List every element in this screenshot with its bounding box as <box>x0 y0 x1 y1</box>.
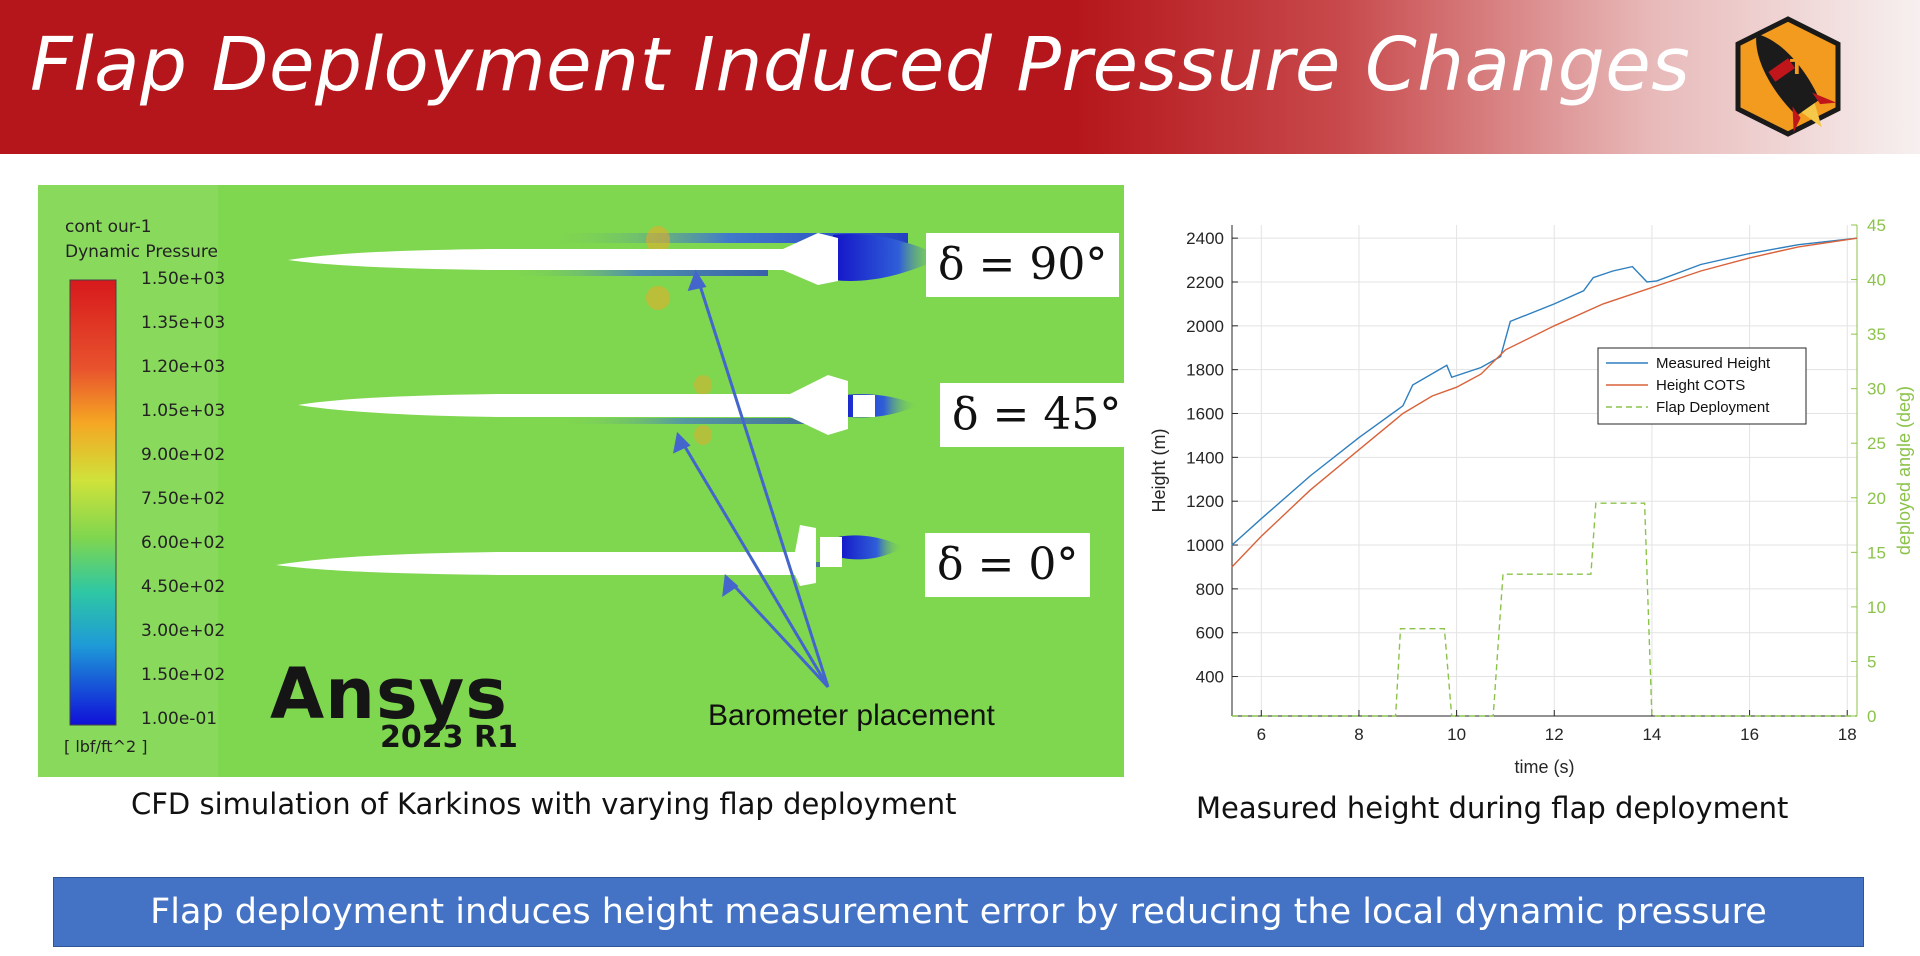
slide-title: Flap Deployment Induced Pressure Changes <box>30 22 1691 108</box>
series-line-height-cots <box>1231 237 1858 568</box>
y-tick-label: 2400 <box>1186 229 1224 248</box>
delta-label-45: δ = 45° <box>940 383 1124 447</box>
y-tick-label: 600 <box>1196 624 1224 643</box>
y-tick-label: 1400 <box>1186 448 1224 467</box>
colorbar-tick: 1.35e+03 <box>141 313 226 333</box>
y-tick-label: 1600 <box>1186 405 1224 424</box>
colorbar-tick: 4.50e+02 <box>141 577 226 597</box>
colorbar-tick: 1.05e+03 <box>141 401 226 421</box>
chart-caption: Measured height during flap deployment <box>1196 791 1789 825</box>
colorbar-title-line1: cont our-1 <box>65 217 152 237</box>
wake-region-90 <box>833 234 943 281</box>
y2-tick-label: 30 <box>1867 380 1886 399</box>
colorbar-tick: 7.50e+02 <box>141 489 226 509</box>
wake-region-0 <box>838 535 903 560</box>
x-axis-label: time (s) <box>1515 757 1575 777</box>
legend-label: Measured Height <box>1656 355 1771 372</box>
barometer-arrows <box>672 269 830 689</box>
rocket-45 <box>298 375 848 435</box>
y-tick-label: 1200 <box>1186 492 1224 511</box>
y2-tick-label: 35 <box>1867 325 1886 344</box>
y-tick-label: 1000 <box>1186 536 1224 555</box>
x-tick-label: 16 <box>1740 725 1759 744</box>
conclusion-banner: Flap deployment induces height measureme… <box>53 877 1864 947</box>
legend-label: Height COTS <box>1656 377 1745 394</box>
ansys-version: 2023 R1 <box>380 720 518 755</box>
y-tick-label: 800 <box>1196 580 1224 599</box>
y-tick-label: 400 <box>1196 668 1224 687</box>
cfd-caption: CFD simulation of Karkinos with varying … <box>131 787 957 821</box>
y-tick-label: 2200 <box>1186 273 1224 292</box>
x-tick-label: 12 <box>1545 725 1564 744</box>
colorbar-tick: 3.00e+02 <box>141 621 226 641</box>
y2-tick-label: 45 <box>1867 216 1886 235</box>
rocket-90 <box>288 233 838 285</box>
delta-label-90: δ = 90° <box>926 233 1120 297</box>
y2-axis-label: deployed angle (deg) <box>1894 386 1914 555</box>
legend-label: Flap Deployment <box>1656 399 1770 416</box>
y-tick-label: 1800 <box>1186 361 1224 380</box>
y2-tick-label: 25 <box>1867 434 1886 453</box>
colorbar-tick: 9.00e+02 <box>141 445 226 465</box>
ansys-logo: Ansys <box>270 653 508 735</box>
delta-label-0: δ = 0° <box>925 533 1091 597</box>
series-line-measured-height <box>1231 237 1858 546</box>
pressure-colorbar <box>69 279 117 726</box>
title-banner: Flap Deployment Induced Pressure Changes… <box>0 0 1920 154</box>
chart-legend <box>1597 347 1807 425</box>
y2-tick-label: 10 <box>1867 598 1886 617</box>
cfd-contour-graphic <box>38 185 1124 777</box>
y2-tick-label: 5 <box>1867 652 1876 671</box>
height-chart-svg: 6 8 10 12 14 16 184006008001000120014001600180… <box>1149 216 1914 777</box>
x-tick-label: 18 <box>1838 725 1857 744</box>
y-tick-label: 2000 <box>1186 317 1224 336</box>
colorbar-tick: 1.20e+03 <box>141 357 226 377</box>
x-tick-label: 14 <box>1642 725 1661 744</box>
x-tick-label: 8 <box>1354 725 1363 744</box>
series-line-flap-deployment <box>1232 502 1857 717</box>
colorbar-title-line2: Dynamic Pressure <box>65 242 218 262</box>
rocket-0 <box>276 525 816 586</box>
x-tick-label: 6 <box>1257 725 1266 744</box>
y2-tick-label: 0 <box>1867 707 1876 726</box>
cfd-simulation-image: cont our-1 Dynamic Pressure 1.50e+03 1.3… <box>38 185 1124 777</box>
y2-tick-label: 20 <box>1867 489 1886 508</box>
colorbar-tick: 1.00e-01 <box>141 709 218 729</box>
colorbar-title: cont our-1 Dynamic Pressure <box>65 215 218 265</box>
colorbar-tick: 1.50e+03 <box>141 269 226 289</box>
logo-text: TR <box>1790 55 1819 79</box>
height-chart: 6 8 10 12 14 16 18 400 600 800 1000 1200 1400 1600 180… <box>1140 205 1920 790</box>
colorbar-unit: [ lbf/ft^2 ] <box>64 737 148 756</box>
rocket-logo-icon: TR <box>1735 16 1841 137</box>
plot-area <box>1232 225 1857 716</box>
y2-tick-label: 40 <box>1867 271 1886 290</box>
colorbar-tick: 1.50e+02 <box>141 665 226 685</box>
y2-tick-label: 15 <box>1867 543 1886 562</box>
barometer-placement-label: Barometer placement <box>708 699 995 732</box>
x-tick-label: 10 <box>1447 725 1466 744</box>
y-axis-label: Height (m) <box>1149 428 1169 512</box>
colorbar-tick: 6.00e+02 <box>141 533 226 553</box>
